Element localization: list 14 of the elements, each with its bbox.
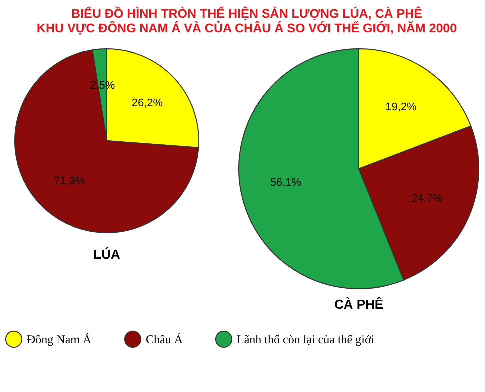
text: LÚA [94,247,121,262]
data-label: 56,1% [270,177,302,190]
data-label: 19,2% [386,102,418,114]
data-label: 26,2% [132,97,164,110]
text: BIỂU ĐỒ HÌNH TRÒN THỂ HIỆN SẢN LƯỢNG LÚA, CÀ PHÊ [72,6,422,21]
legend-label: Đông Nam Á [27,332,92,346]
legend-label: Lãnh thổ còn lại của thế giới [237,332,376,346]
data-label: 2,5% [90,80,116,92]
legend-label: Châu Á [146,332,184,346]
pie-slice [14,50,200,234]
text: CÀ PHÊ [334,297,384,312]
data-label: 24,7% [412,192,443,205]
data-label: 71,3% [54,176,86,188]
text: KHU VỰC ĐÔNG NAM Á VÀ CỦA CHÂU Á SO VỚI THẾ GIỚI, NĂM 2000 [36,20,458,36]
